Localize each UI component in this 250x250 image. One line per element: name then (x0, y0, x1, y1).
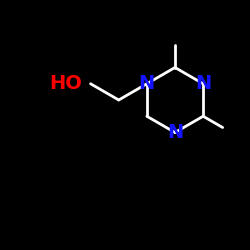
Text: N: N (167, 123, 183, 142)
Text: N: N (139, 74, 155, 93)
Text: HO: HO (49, 74, 82, 93)
Text: N: N (195, 74, 211, 93)
